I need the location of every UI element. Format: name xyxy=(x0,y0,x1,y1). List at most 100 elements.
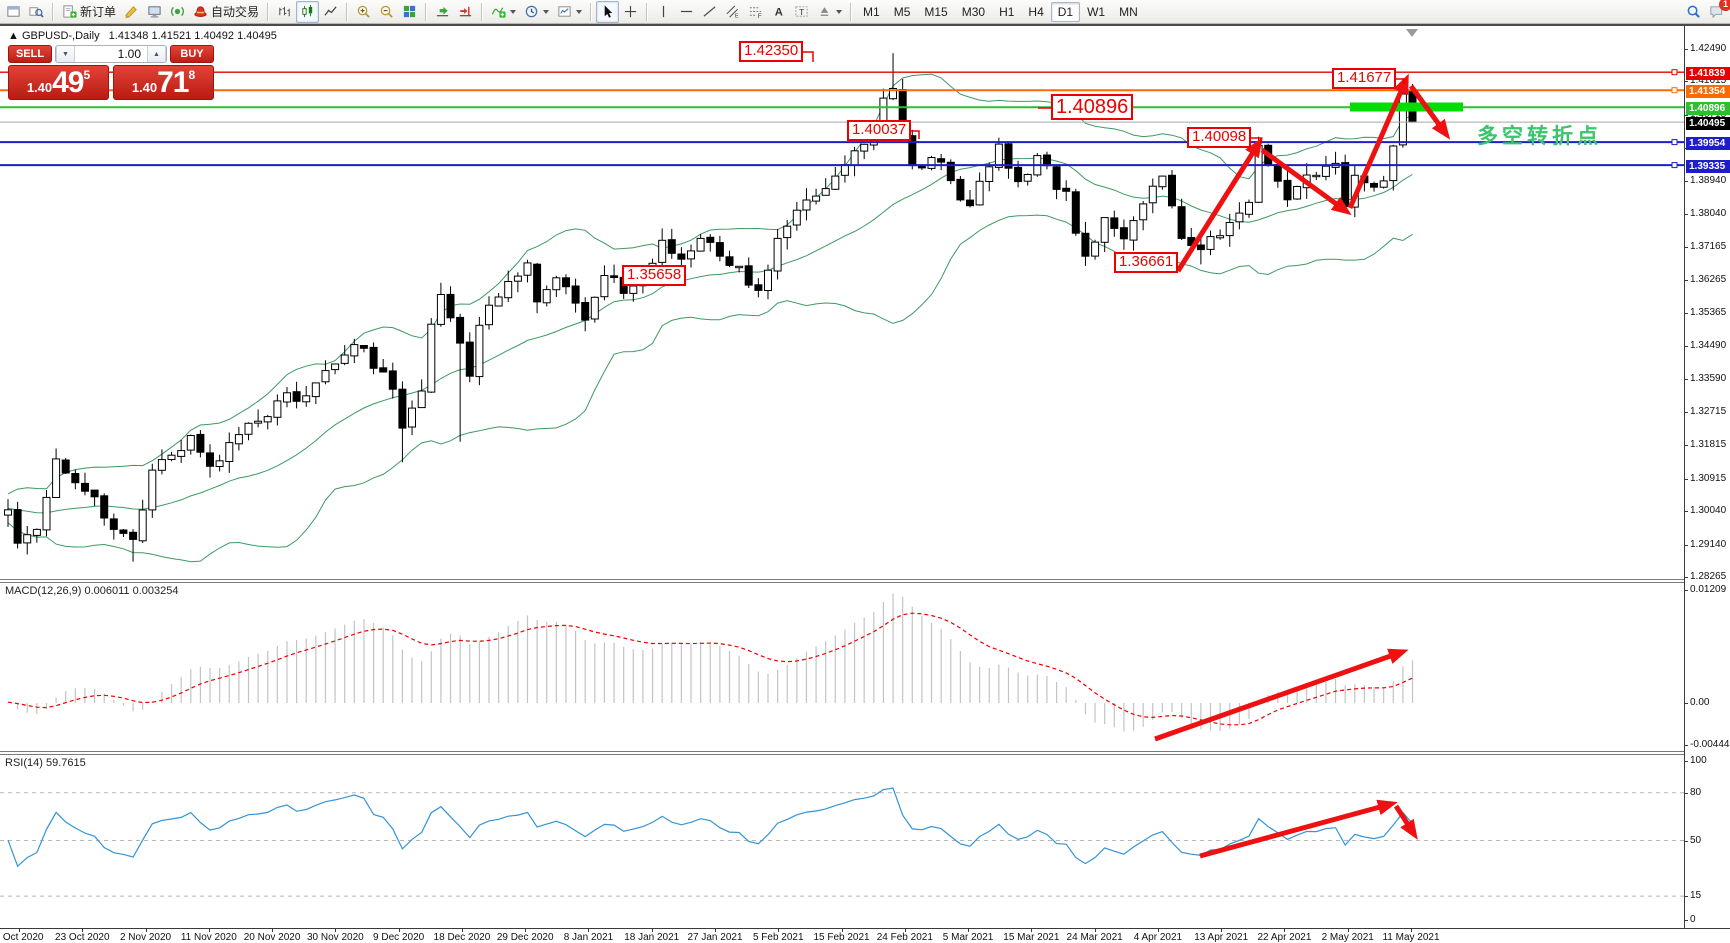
tf-m30-tab[interactable]: M30 xyxy=(955,2,992,22)
zoom-in-button[interactable] xyxy=(352,1,375,23)
tf-m1-tab[interactable]: M1 xyxy=(856,2,887,22)
macd-pane[interactable] xyxy=(0,583,1684,751)
notifications-button[interactable]: 1 xyxy=(1705,0,1730,23)
auto-scroll-button[interactable] xyxy=(431,1,454,23)
candle xyxy=(177,439,186,463)
chart-window-button[interactable] xyxy=(2,1,25,23)
autotrading-button[interactable]: 自动交易 xyxy=(189,1,263,23)
periods-button[interactable] xyxy=(520,1,553,23)
candle xyxy=(1360,175,1369,192)
trendline-tool-button[interactable] xyxy=(698,1,721,23)
volume-increase-button[interactable]: ▲ xyxy=(147,46,166,62)
ask-price-button[interactable]: 1.40 71 8 xyxy=(113,65,214,100)
candle xyxy=(860,143,869,160)
tf-h1-label: H1 xyxy=(999,4,1015,19)
bid-price-button[interactable]: 1.40 49 5 xyxy=(8,65,109,100)
pane-separator[interactable] xyxy=(0,751,1730,755)
chevron-down-icon[interactable] xyxy=(510,9,517,14)
bar-chart-mode-icon xyxy=(277,4,292,19)
vertical-line-tool-button[interactable] xyxy=(652,1,675,23)
svg-text:T: T xyxy=(799,7,804,17)
tf-h1-tab[interactable]: H1 xyxy=(992,2,1021,22)
candle xyxy=(773,229,782,280)
candle xyxy=(600,265,609,301)
horizontal-line-tool-button[interactable] xyxy=(675,1,698,23)
metaeditor-button[interactable] xyxy=(120,1,143,23)
price-badge: 1.39954 xyxy=(1686,136,1730,150)
candle xyxy=(81,472,89,496)
tf-h4-tab[interactable]: H4 xyxy=(1021,2,1050,22)
templates-button[interactable] xyxy=(553,1,586,23)
candle xyxy=(1312,171,1321,181)
date-axis-label: 9 Dec 2020 xyxy=(373,932,425,943)
price-axis[interactable]: 1.424901.416151.407151.398151.389401.380… xyxy=(1684,26,1730,928)
tf-d1-tab[interactable]: D1 xyxy=(1050,1,1081,22)
chart-shift-button[interactable] xyxy=(454,1,477,23)
price-callout-label[interactable]: 1.36661 xyxy=(1114,252,1179,273)
tf-mn-tab[interactable]: MN xyxy=(1112,2,1145,22)
price-badge: 1.41839 xyxy=(1686,66,1730,80)
arrows-tool-button[interactable] xyxy=(813,1,846,23)
candle xyxy=(562,274,570,295)
price-callout-label[interactable]: 1.40037 xyxy=(847,120,912,141)
volume-value[interactable]: 1.00 xyxy=(117,47,141,61)
candle xyxy=(254,409,263,428)
price-pane[interactable] xyxy=(0,27,1684,579)
candle xyxy=(311,382,320,405)
indicators-list-button[interactable] xyxy=(487,1,520,23)
candlestick-mode-button[interactable] xyxy=(296,0,320,23)
symbol-header: ▲ GBPUSD-,Daily 1.41348 1.41521 1.40492 … xyxy=(8,30,277,42)
search-button[interactable] xyxy=(1682,1,1705,23)
chevron-down-icon[interactable] xyxy=(576,9,583,14)
price-tick-label: 1.30915 xyxy=(1690,472,1727,484)
equidistant-channel-tool-button[interactable]: E xyxy=(721,1,744,23)
candle xyxy=(225,432,234,473)
price-tick-label: 1.31815 xyxy=(1690,439,1727,451)
price-callout-label[interactable]: 1.41677 xyxy=(1332,68,1397,89)
price-tick-label: 1.41615 xyxy=(1690,75,1727,87)
new-order-button[interactable]: 新订单 xyxy=(58,1,120,23)
zoom-out-button[interactable] xyxy=(375,1,398,23)
pane-separator[interactable] xyxy=(0,579,1730,583)
rsi-indicator-label: RSI(14) 59.7615 xyxy=(5,757,86,769)
cursor-tool-button[interactable] xyxy=(596,0,620,23)
chevron-down-icon[interactable] xyxy=(543,9,550,14)
sell-button[interactable]: SELL xyxy=(8,45,52,63)
buy-button[interactable]: BUY xyxy=(170,45,214,63)
tf-m5-tab[interactable]: M5 xyxy=(887,2,918,22)
candle xyxy=(571,278,580,313)
text-label-tool-button[interactable]: T xyxy=(790,1,813,23)
candle xyxy=(148,463,157,518)
chart-area[interactable]: ▲ GBPUSD-,Daily 1.41348 1.41521 1.40492 … xyxy=(0,26,1730,943)
candle xyxy=(735,265,744,273)
crosshair-tool-button[interactable] xyxy=(619,1,642,23)
price-callout-label[interactable]: 1.40098 xyxy=(1187,127,1252,148)
terminal-button[interactable] xyxy=(143,1,166,23)
fibonacci-tool-button[interactable]: F xyxy=(744,1,767,23)
chevron-down-icon[interactable] xyxy=(836,9,843,14)
candle xyxy=(946,159,955,185)
horizontal-line-objects[interactable] xyxy=(0,69,1684,169)
candle xyxy=(350,338,359,363)
candle xyxy=(1100,217,1109,253)
date-tick-mark xyxy=(398,929,400,932)
news-button[interactable] xyxy=(166,1,189,23)
bar-chart-mode-button[interactable] xyxy=(273,1,296,23)
candle xyxy=(273,394,282,426)
tf-m15-tab[interactable]: M15 xyxy=(917,2,954,22)
candle xyxy=(4,499,12,527)
data-window-button[interactable] xyxy=(25,1,48,23)
tf-w1-tab[interactable]: W1 xyxy=(1080,2,1112,22)
price-callout-label[interactable]: 1.40896 xyxy=(1051,94,1134,121)
rsi-pane[interactable] xyxy=(0,755,1684,927)
candle xyxy=(1081,221,1090,266)
line-chart-mode-button[interactable] xyxy=(319,1,342,23)
candle xyxy=(1004,143,1013,179)
price-callout-label[interactable]: 1.42350 xyxy=(739,41,804,62)
text-tool-button[interactable]: A xyxy=(767,1,790,23)
price-callout-label[interactable]: 1.35658 xyxy=(622,265,687,286)
tile-windows-button[interactable] xyxy=(398,1,421,23)
date-axis[interactable]: 4 Oct 2020 23 Oct 2020 2 Nov 2020 11 Nov 20… xyxy=(0,928,1730,943)
rsi-tick-mark xyxy=(1684,920,1688,921)
volume-decrease-button[interactable]: ▼ xyxy=(56,46,75,62)
